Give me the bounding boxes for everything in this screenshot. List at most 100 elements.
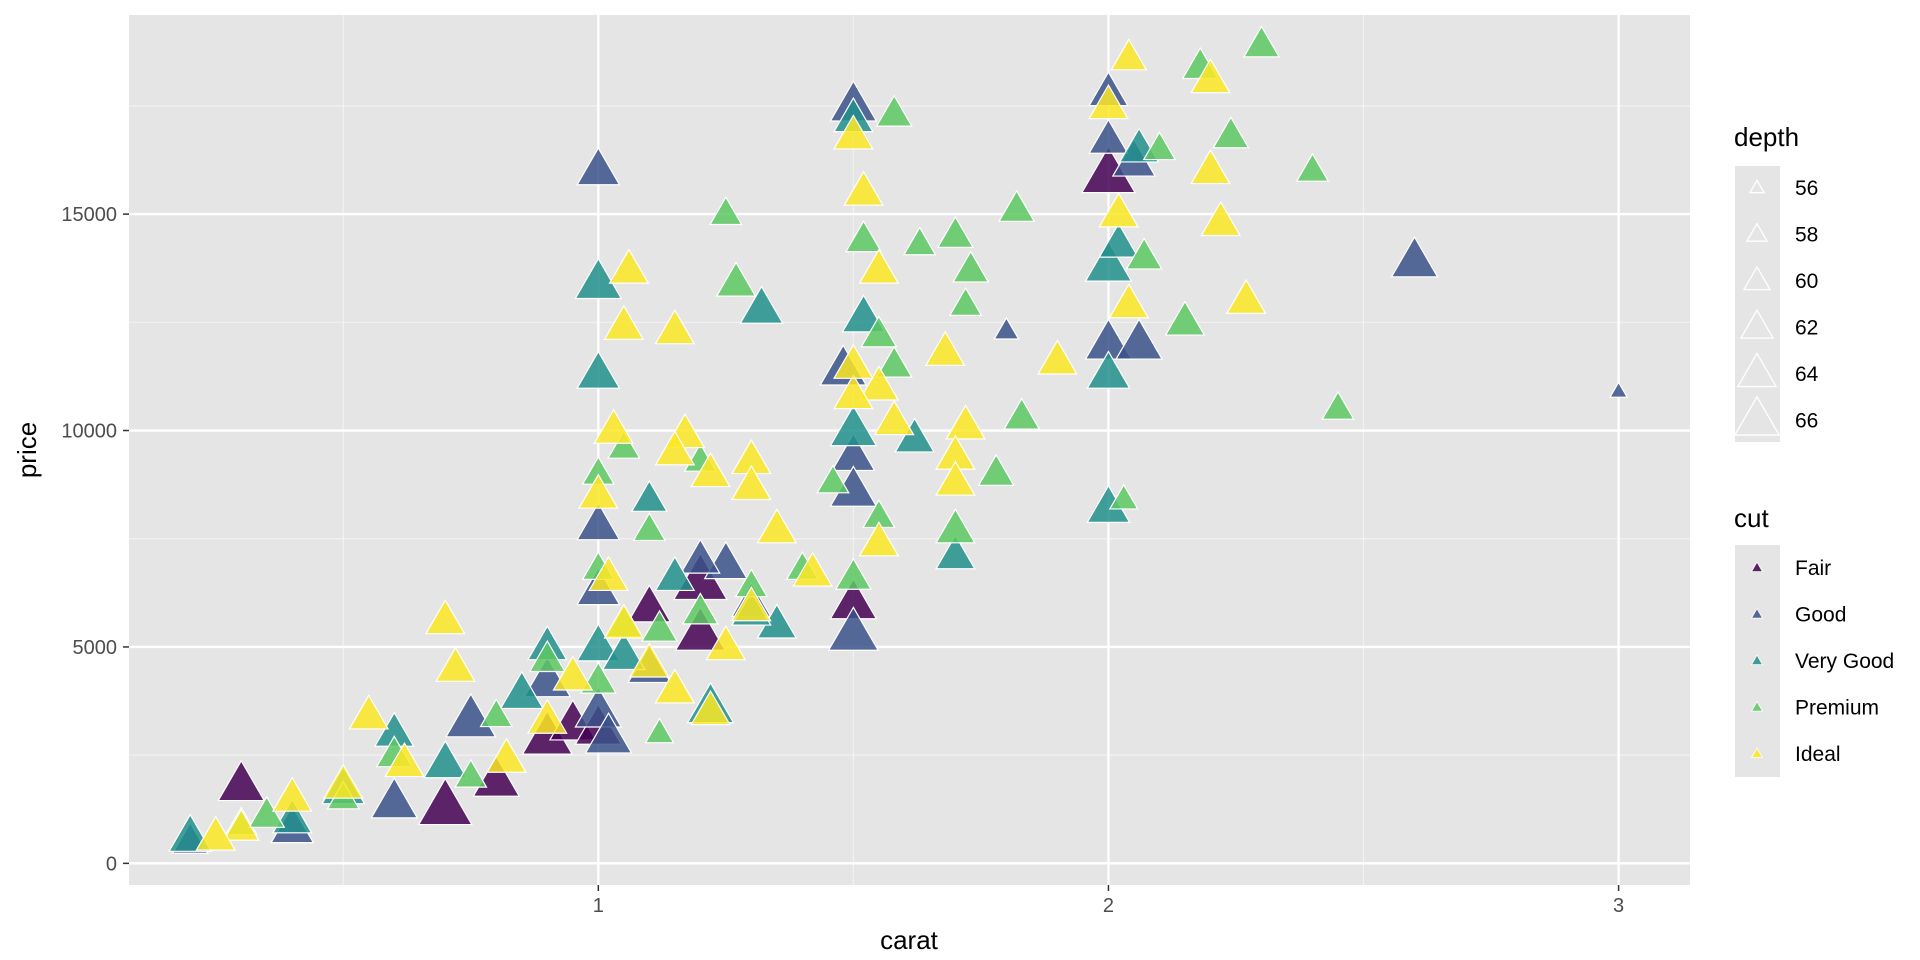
data-point bbox=[858, 248, 900, 284]
x-axis-ticks: 1 2 3 bbox=[593, 885, 1624, 917]
data-point bbox=[654, 308, 696, 345]
data-point bbox=[248, 795, 286, 828]
data-point bbox=[577, 473, 619, 509]
data-point bbox=[217, 759, 266, 802]
data-point bbox=[1295, 152, 1330, 182]
data-point bbox=[603, 304, 645, 340]
data-point bbox=[628, 642, 670, 678]
data-point bbox=[1098, 192, 1140, 228]
data-point bbox=[948, 286, 983, 316]
data-point bbox=[526, 698, 568, 734]
data-point bbox=[1242, 25, 1281, 58]
data-point bbox=[603, 603, 645, 639]
data-point bbox=[715, 261, 757, 297]
data-point bbox=[1164, 300, 1206, 336]
legend-cut-key bbox=[1750, 700, 1764, 712]
data-point bbox=[608, 248, 650, 284]
legend-cut-key bbox=[1750, 654, 1764, 666]
data-point bbox=[873, 399, 915, 436]
data-point bbox=[1321, 390, 1355, 420]
data-point bbox=[576, 501, 621, 541]
data-point bbox=[423, 739, 468, 779]
data-point bbox=[860, 315, 898, 348]
data-points bbox=[168, 25, 1629, 854]
data-point bbox=[730, 464, 772, 501]
data-point bbox=[424, 598, 466, 635]
data-point bbox=[936, 215, 975, 248]
data-point bbox=[902, 226, 937, 256]
data-point bbox=[1142, 131, 1177, 161]
data-point bbox=[1108, 283, 1150, 319]
x-axis-title: carat bbox=[880, 925, 939, 955]
data-point bbox=[739, 285, 784, 324]
data-point bbox=[528, 639, 566, 673]
data-point bbox=[832, 343, 874, 379]
data-point bbox=[935, 534, 976, 570]
data-point bbox=[632, 511, 667, 542]
data-point bbox=[832, 373, 874, 410]
data-point bbox=[681, 592, 719, 625]
data-point bbox=[730, 586, 772, 622]
legend-cut-label: Fair bbox=[1795, 557, 1831, 580]
data-point bbox=[322, 763, 364, 799]
data-point bbox=[271, 776, 313, 812]
x-tick-label: 1 bbox=[593, 895, 604, 917]
legend-depth-key bbox=[1745, 222, 1769, 242]
data-point bbox=[1212, 116, 1250, 149]
data-point bbox=[1084, 240, 1133, 282]
data-point bbox=[679, 538, 721, 574]
data-point bbox=[576, 623, 621, 662]
data-point bbox=[607, 429, 641, 459]
data-point bbox=[593, 408, 635, 444]
y-axis-ticks: 0 5000 10000 15000 bbox=[61, 204, 129, 875]
data-point bbox=[875, 94, 913, 127]
data-point bbox=[654, 430, 696, 466]
data-point bbox=[1390, 235, 1439, 278]
data-point bbox=[435, 646, 476, 682]
data-point bbox=[384, 741, 425, 778]
data-point bbox=[654, 555, 696, 592]
data-point bbox=[601, 631, 647, 671]
data-point bbox=[829, 404, 878, 447]
data-point bbox=[858, 521, 900, 557]
legend-depth-key bbox=[1736, 352, 1778, 388]
data-point bbox=[588, 555, 629, 592]
legend-depth-key bbox=[1733, 395, 1781, 436]
data-point bbox=[945, 404, 987, 440]
data-point bbox=[709, 195, 743, 226]
legend-depth-title: depth bbox=[1734, 122, 1799, 152]
data-point bbox=[644, 717, 675, 744]
data-point bbox=[690, 451, 731, 488]
x-tick-label: 2 bbox=[1103, 895, 1114, 917]
data-point bbox=[1200, 200, 1242, 237]
legend-cut-title: cut bbox=[1734, 503, 1769, 533]
y-tick-label: 5000 bbox=[73, 637, 118, 659]
data-point bbox=[574, 257, 623, 300]
legend-depth-label: 66 bbox=[1795, 410, 1818, 433]
data-point bbox=[834, 557, 872, 590]
data-point bbox=[1190, 148, 1231, 185]
legend-depth-keys: 56 58 60 62 64 66 bbox=[1733, 177, 1819, 436]
legend-cut-key bbox=[1750, 607, 1764, 619]
data-point bbox=[875, 345, 913, 378]
data-point bbox=[977, 453, 1015, 486]
legend-cut-key bbox=[1750, 747, 1764, 759]
data-point bbox=[1086, 350, 1131, 389]
legend-depth-label: 60 bbox=[1795, 270, 1818, 293]
y-tick-label: 10000 bbox=[61, 421, 117, 443]
data-point bbox=[1088, 118, 1129, 154]
data-point bbox=[453, 758, 488, 788]
legend-depth-key bbox=[1742, 265, 1772, 291]
x-tick-label: 3 bbox=[1613, 895, 1624, 917]
data-point bbox=[952, 250, 990, 283]
legend-cut-keys: Fair Good Very Good Premium Ideal bbox=[1750, 557, 1894, 766]
legend-cut-label: Very Good bbox=[1795, 650, 1894, 673]
data-point bbox=[195, 815, 237, 851]
data-point bbox=[924, 330, 966, 366]
data-point bbox=[654, 668, 696, 704]
y-tick-label: 0 bbox=[106, 853, 117, 875]
data-point bbox=[1190, 57, 1231, 94]
data-point bbox=[827, 606, 880, 651]
data-point bbox=[370, 776, 419, 819]
